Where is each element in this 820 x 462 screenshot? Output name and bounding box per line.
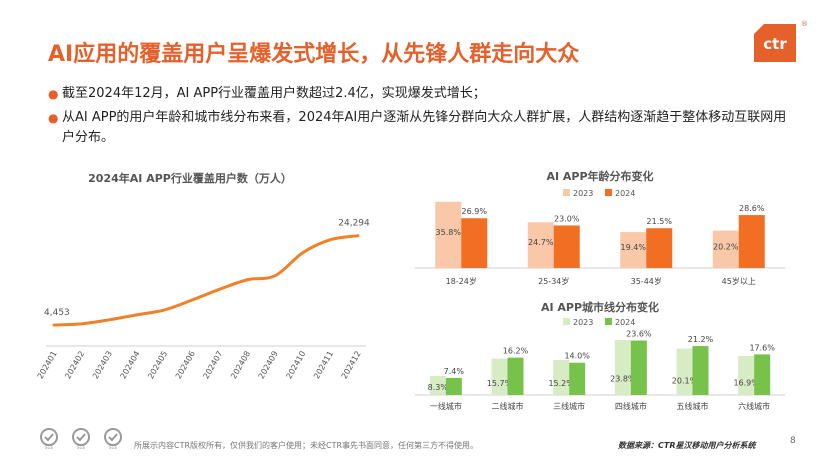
data-source: 数据来源：CTR星汉移动用户分析系统 <box>618 441 756 450</box>
bar <box>491 358 508 395</box>
chart-title: AI APP城市线分布变化 <box>541 300 659 314</box>
bullet-text: 从AI APP的用户年龄和城市线分布来看，2024年AI用户逐渐从先锋分群向大众… <box>62 110 787 145</box>
bullet-item: ● 从AI APP的用户年龄和城市线分布来看，2024年AI用户逐渐从先锋分群向… <box>48 108 788 148</box>
bar <box>712 230 739 268</box>
data-label: 20.2% <box>713 242 739 251</box>
data-label: 8.3% <box>428 383 449 392</box>
bullet-item: ● 截至2024年12月，AI APP行业覆盖用户数超过2.4亿，实现爆发式增长… <box>48 84 788 104</box>
data-label: 16.9% <box>733 378 759 387</box>
registered-mark: ® <box>801 20 808 28</box>
bar <box>507 357 524 395</box>
legend-swatch <box>605 189 612 196</box>
x-tick-label: 18-24岁 <box>446 276 477 286</box>
bar <box>553 359 570 395</box>
legend-swatch <box>563 189 570 196</box>
legend-label: 2023 <box>573 318 593 327</box>
bar <box>614 340 631 395</box>
data-label: 20.1% <box>672 376 698 385</box>
bar <box>527 222 554 268</box>
bar <box>676 348 693 395</box>
x-tick-label: 35-44岁 <box>631 276 662 286</box>
bullet-dot-icon: ● <box>48 87 59 101</box>
page-number: 8 <box>790 436 796 446</box>
x-tick-label: 202409 <box>257 350 280 381</box>
data-label: 28.6% <box>739 204 765 213</box>
x-tick-label: 202407 <box>201 350 224 381</box>
bar <box>738 356 755 395</box>
data-label: 24.7% <box>528 238 554 247</box>
data-label-first: 4,453 <box>44 308 70 318</box>
data-label: 14.0% <box>564 352 590 361</box>
data-label: 19.4% <box>621 243 647 252</box>
x-tick-label: 202405 <box>146 350 169 381</box>
chart-title: AI APP年龄分布变化 <box>546 169 653 183</box>
bar <box>553 225 580 268</box>
copyright-note: 所展示内容CTR版权所有，仅供我们的客户使用；未经CTR事先书面同意，任何第三方… <box>134 441 479 450</box>
bar <box>630 340 647 395</box>
data-label-last: 24,294 <box>338 219 370 229</box>
x-tick-label: 202402 <box>63 350 86 381</box>
legend-label: 2024 <box>615 318 635 327</box>
data-label: 15.2% <box>548 379 574 388</box>
series-line <box>52 234 360 327</box>
logo-text: ctr <box>763 35 787 53</box>
legend-swatch <box>563 318 570 325</box>
x-tick-label: 202403 <box>91 350 114 381</box>
x-tick-label: 202408 <box>229 350 252 381</box>
bar <box>429 375 446 395</box>
ctr-logo: ctr <box>754 24 796 62</box>
svg-text:SGS: SGS <box>77 445 86 450</box>
bullet-dot-icon: ● <box>48 111 59 125</box>
bullet-list: ● 截至2024年12月，AI APP行业覆盖用户数超过2.4亿，实现爆发式增长… <box>48 84 788 152</box>
x-tick-label: 三线城市 <box>553 401 585 411</box>
data-label: 23.6% <box>626 330 652 339</box>
x-tick-label: 202412 <box>340 350 363 381</box>
page-title: AI应用的覆盖用户呈爆发式增长，从先锋人群走向大众 <box>48 42 580 67</box>
data-label: 23.0% <box>554 214 580 223</box>
data-label: 23.8% <box>610 374 636 383</box>
x-tick-label: 一线城市 <box>430 401 462 411</box>
legend-label: 2023 <box>573 189 593 198</box>
x-tick-label: 202410 <box>284 350 307 381</box>
city-tier-distribution-chart: AI APP城市线分布变化 2023 2024 8.3% 7.4% 一线城市 15.7% 16… <box>415 300 785 411</box>
data-label: 21.5% <box>647 217 673 226</box>
sgs-cert-icon: SGS <box>40 428 58 450</box>
data-label: 35.8% <box>436 228 462 237</box>
bar <box>620 232 647 268</box>
svg-text:SGS: SGS <box>45 445 54 450</box>
x-tick-label: 五线城市 <box>677 401 709 411</box>
x-tick-label: 25-34岁 <box>538 276 569 286</box>
x-tick-label: 202404 <box>119 350 142 381</box>
data-label: 26.9% <box>462 207 488 216</box>
x-tick-label: 二线城市 <box>492 401 524 411</box>
x-tick-label: 45岁以上 <box>722 276 756 286</box>
bullet-text: 截至2024年12月，AI APP行业覆盖用户数超过2.4亿，实现爆发式增长； <box>62 86 486 101</box>
legend-label: 2024 <box>615 189 635 198</box>
bar <box>569 362 586 395</box>
bar <box>445 377 462 395</box>
data-label: 16.2% <box>503 347 529 356</box>
data-label: 15.7% <box>487 379 513 388</box>
bar <box>754 354 771 395</box>
chart-title: 2024年AI APP行业覆盖用户数（万人） <box>88 171 292 185</box>
x-tick-label: 202411 <box>312 350 335 381</box>
data-label: 21.2% <box>688 335 714 344</box>
x-tick-label: 202406 <box>174 350 197 381</box>
bar <box>692 346 709 395</box>
sgs-cert-icon: SGS <box>104 428 122 450</box>
x-tick-label: 四线城市 <box>615 401 647 411</box>
bar <box>738 215 765 268</box>
legend-swatch <box>605 318 612 325</box>
data-label: 7.4% <box>444 367 465 376</box>
bar <box>435 201 462 268</box>
bar <box>461 218 488 268</box>
svg-text:SGS: SGS <box>109 445 118 450</box>
sgs-cert-icon: SGS <box>72 428 90 450</box>
data-label: 17.6% <box>749 343 775 352</box>
age-distribution-chart: AI APP年龄分布变化 2023 2024 35.8% 26.9% 18-24岁 24.7… <box>415 169 785 286</box>
bar <box>646 228 673 268</box>
x-tick-label: 六线城市 <box>738 401 770 411</box>
x-tick-label: 202401 <box>36 350 59 381</box>
